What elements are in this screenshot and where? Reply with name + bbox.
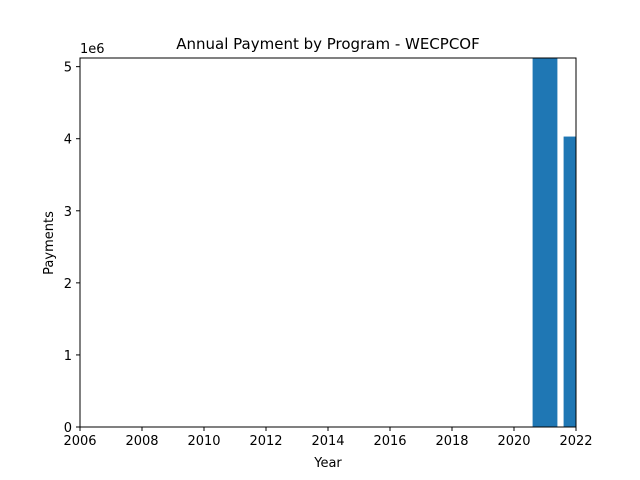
x-tick-label: 2020 <box>497 434 530 449</box>
chart-title: Annual Payment by Program - WECPCOF <box>176 35 480 53</box>
y-offset-label: 1e6 <box>80 42 105 57</box>
bar-2021 <box>532 58 558 427</box>
x-tick-label: 2006 <box>63 434 96 449</box>
y-tick-label: 5 <box>64 61 72 76</box>
y-axis: 0 1 2 3 4 5 <box>64 61 80 436</box>
y-tick-label: 4 <box>64 133 72 148</box>
x-tick-label: 2008 <box>125 434 158 449</box>
bars-layer <box>532 58 576 427</box>
x-tick-label: 2010 <box>187 434 220 449</box>
y-tick-label: 3 <box>64 205 72 220</box>
y-tick-label: 0 <box>64 421 72 436</box>
x-axis: 2006 2008 2010 2012 2014 2016 2018 2020 2022 <box>63 427 593 449</box>
x-tick-label: 2018 <box>435 434 468 449</box>
plot-frame <box>79 57 577 428</box>
x-tick-label: 2014 <box>311 434 344 449</box>
x-tick-label: 2022 <box>559 434 592 449</box>
y-tick-label: 2 <box>64 277 72 292</box>
bar-2022 <box>563 136 576 427</box>
y-axis-label: Payments <box>42 211 57 275</box>
x-axis-label: Year <box>313 456 342 471</box>
y-tick-label: 1 <box>64 349 72 364</box>
x-tick-label: 2016 <box>373 434 406 449</box>
x-tick-label: 2012 <box>249 434 282 449</box>
